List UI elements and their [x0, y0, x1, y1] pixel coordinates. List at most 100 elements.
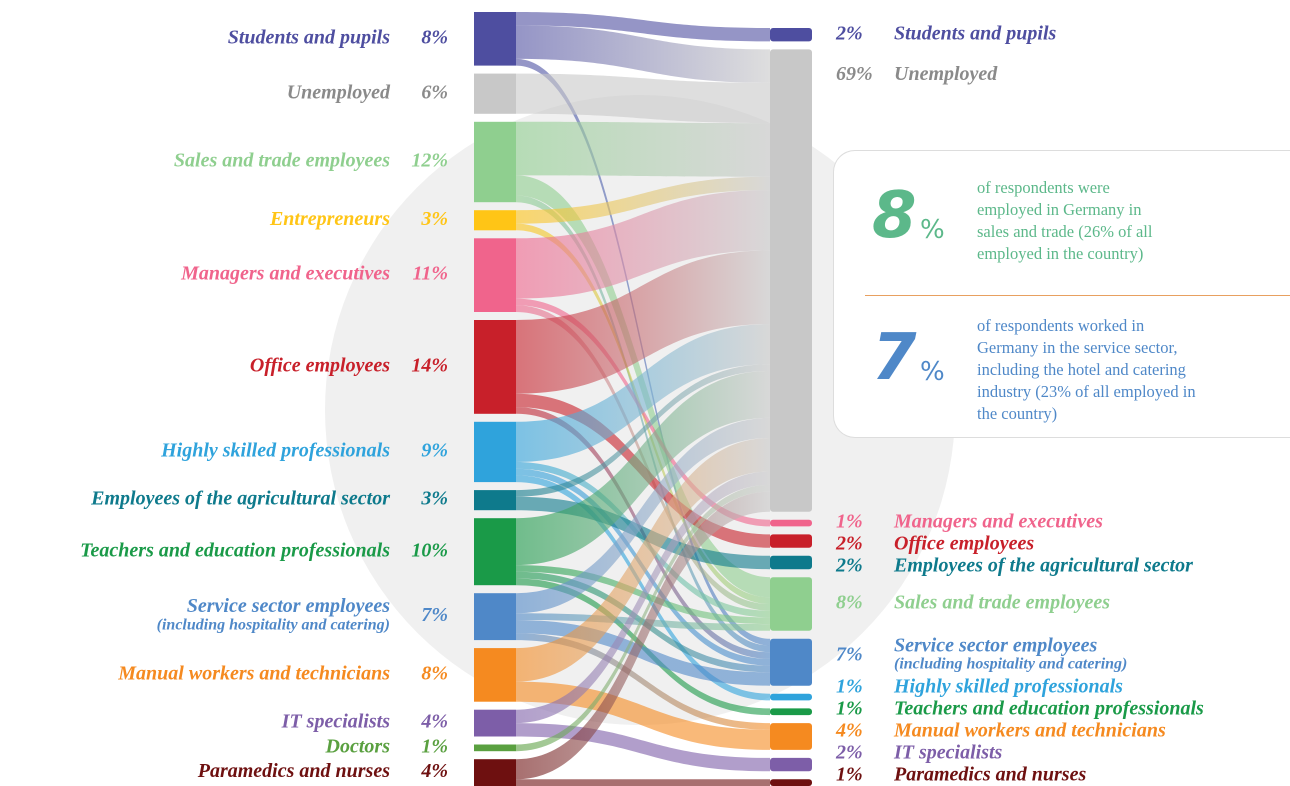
flow	[516, 475, 770, 701]
right-node	[770, 577, 812, 631]
left-percent: 1%	[421, 735, 448, 757]
left-label: Unemployed	[287, 81, 391, 103]
right-percent: 2%	[835, 533, 863, 555]
right-node	[770, 555, 812, 570]
left-label: Service sector employees	[187, 595, 390, 617]
right-node	[770, 779, 812, 786]
callout-line: of respondents worked in	[977, 316, 1145, 335]
flow	[516, 121, 770, 177]
left-node	[474, 518, 516, 586]
right-label: Office employees	[894, 533, 1034, 555]
left-node	[474, 421, 516, 483]
left-label: Manual workers and technicians	[117, 662, 390, 684]
callout-line: the country)	[977, 404, 1058, 423]
right-percent: 4%	[835, 720, 863, 742]
flow	[516, 613, 770, 631]
right-percent: 1%	[836, 764, 863, 786]
flow	[516, 324, 770, 462]
right-percent: 69%	[836, 63, 873, 85]
left-label: Entrepreneurs	[269, 208, 390, 230]
right-note: (including hospitality and catering)	[894, 656, 1127, 673]
left-node	[474, 210, 516, 231]
callout-unit: %	[920, 215, 945, 245]
left-label: Office employees	[250, 354, 390, 376]
right-node	[770, 723, 812, 750]
right-label: Employees of the agricultural sector	[893, 555, 1193, 577]
left-percent: 12%	[411, 150, 448, 172]
right-label: IT specialists	[893, 742, 1003, 764]
callout-line: employed in the country)	[977, 244, 1144, 263]
right-percent: 2%	[835, 742, 863, 764]
right-label: Service sector employees	[894, 635, 1097, 657]
divider	[865, 295, 1290, 296]
callout-number: 7	[872, 321, 917, 395]
left-percent: 8%	[421, 662, 448, 684]
callout-line: Germany in the service sector,	[977, 338, 1178, 357]
callout-line: sales and trade (26% of all	[977, 222, 1153, 241]
left-node	[474, 73, 516, 114]
right-percent: 1%	[836, 676, 863, 698]
left-label: IT specialists	[281, 711, 391, 733]
flow	[516, 779, 770, 786]
callout-line: including the hotel and catering	[977, 360, 1186, 379]
right-label: Students and pupils	[894, 22, 1057, 44]
callout-line: of respondents were	[977, 178, 1110, 197]
right-label: Highly skilled professionals	[893, 676, 1123, 698]
left-percent: 3%	[420, 208, 448, 230]
flow	[516, 681, 770, 750]
flow	[516, 438, 770, 682]
callout-text: of respondents worked in Germany in the s…	[977, 315, 1196, 425]
right-label: Manual workers and technicians	[893, 720, 1166, 742]
callout-unit: %	[920, 357, 945, 387]
left-note: (including hospitality and catering)	[157, 616, 390, 633]
left-node	[474, 744, 516, 752]
left-node	[474, 759, 516, 786]
left-node	[474, 593, 516, 641]
right-label: Teachers and education professionals	[894, 698, 1204, 720]
flow	[516, 12, 770, 42]
left-label: Teachers and education professionals	[80, 539, 390, 561]
left-node	[474, 121, 516, 203]
left-label: Highly skilled professionals	[160, 440, 390, 462]
right-percent: 1%	[836, 698, 863, 720]
right-percent: 2%	[835, 22, 863, 44]
left-node	[474, 238, 516, 312]
left-node	[474, 648, 516, 702]
callout-text: of respondents were employed in Germany i…	[977, 177, 1152, 265]
left-percent: 6%	[421, 81, 448, 103]
right-node	[770, 708, 812, 716]
callout-line: employed in Germany in	[977, 200, 1142, 219]
right-node	[770, 49, 812, 512]
right-node	[770, 638, 812, 686]
right-percent: 1%	[836, 511, 863, 533]
callout-line: industry (23% of all employed in	[977, 382, 1196, 401]
flow	[516, 364, 770, 497]
flow	[516, 190, 770, 299]
left-label: Sales and trade employees	[174, 150, 390, 172]
flow	[516, 471, 770, 724]
left-percent: 4%	[420, 760, 448, 782]
right-percent: 2%	[835, 555, 863, 577]
right-node	[770, 534, 812, 548]
right-label: Unemployed	[894, 63, 998, 85]
left-percent: 10%	[411, 539, 448, 561]
callout-number: 8	[872, 179, 917, 253]
info-box: 8 % of respondents were employed in Germa…	[833, 150, 1290, 438]
right-node	[770, 519, 812, 527]
flow	[516, 491, 770, 780]
right-label: Paramedics and nurses	[893, 764, 1086, 786]
flow	[516, 417, 770, 614]
flow	[516, 250, 770, 394]
right-label: Sales and trade employees	[894, 592, 1110, 614]
left-percent: 11%	[412, 263, 448, 285]
flow	[516, 73, 770, 124]
flow	[516, 633, 770, 730]
left-percent: 8%	[421, 26, 448, 48]
left-node	[474, 709, 516, 737]
left-node	[474, 320, 516, 414]
right-node	[770, 693, 812, 701]
right-percent: 8%	[836, 592, 863, 614]
left-percent: 4%	[420, 711, 448, 733]
